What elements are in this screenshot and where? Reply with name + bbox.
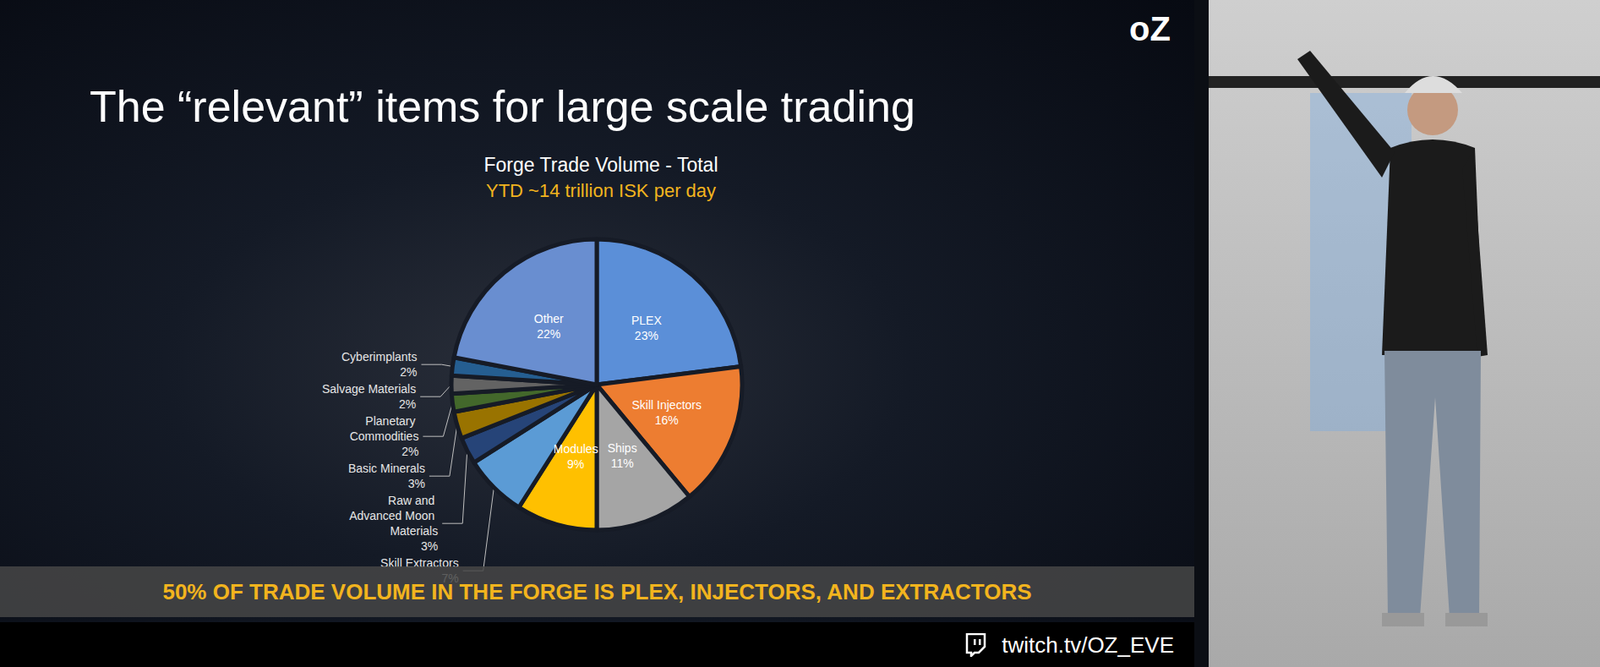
svg-text:23%: 23%	[634, 328, 659, 343]
svg-text:Basic Minerals: Basic Minerals	[348, 461, 426, 476]
svg-text:Other: Other	[534, 311, 564, 326]
svg-text:Salvage Materials: Salvage Materials	[322, 382, 416, 396]
html-text:oZ: oZ	[1129, 10, 1171, 48]
svg-text:Raw and: Raw and	[387, 493, 438, 508]
svg-text:3%: 3%	[420, 539, 438, 553]
svg-text:Cyberimplants: Cyberimplants	[341, 349, 417, 364]
svg-text:11%: 11%	[611, 456, 634, 470]
svg-text:16%: 16%	[655, 413, 679, 427]
html-text:twitch.tv/OZ_EVE: twitch.tv/OZ_EVE	[1001, 632, 1175, 658]
svg-text:Advanced Moon: Advanced Moon	[349, 508, 438, 523]
svg-text:PLEX: PLEX	[631, 313, 662, 328]
svg-text:Ships: Ships	[607, 441, 638, 455]
svg-text:3%: 3%	[408, 476, 426, 491]
svg-text:Forge Trade Volume - Total: Forge Trade Volume - Total	[484, 153, 719, 176]
svg-text:Skill Extractors: Skill Extractors	[380, 556, 459, 570]
svg-text:22%: 22%	[536, 327, 561, 341]
svg-text:Modules: Modules	[553, 442, 599, 456]
html-text:The “relevant” items for large: The “relevant” items for large scale tra…	[89, 81, 916, 132]
svg-text:Materials: Materials	[389, 524, 438, 538]
svg-text:2%: 2%	[398, 397, 416, 411]
html-text:50% OF TRADE VOLUME IN THE FOR: 50% OF TRADE VOLUME IN THE FORGE IS PLEX…	[162, 578, 1032, 605]
svg-text:2%: 2%	[399, 365, 417, 379]
svg-text:9%: 9%	[567, 457, 585, 471]
svg-text:Skill Injectors: Skill Injectors	[632, 398, 702, 412]
svg-text:Commodities: Commodities	[349, 429, 420, 443]
svg-text:Planetary: Planetary	[365, 414, 419, 428]
svg-text:2%: 2%	[401, 444, 419, 459]
svg-text:YTD ~14 trillion ISK per day: YTD ~14 trillion ISK per day	[486, 180, 716, 202]
